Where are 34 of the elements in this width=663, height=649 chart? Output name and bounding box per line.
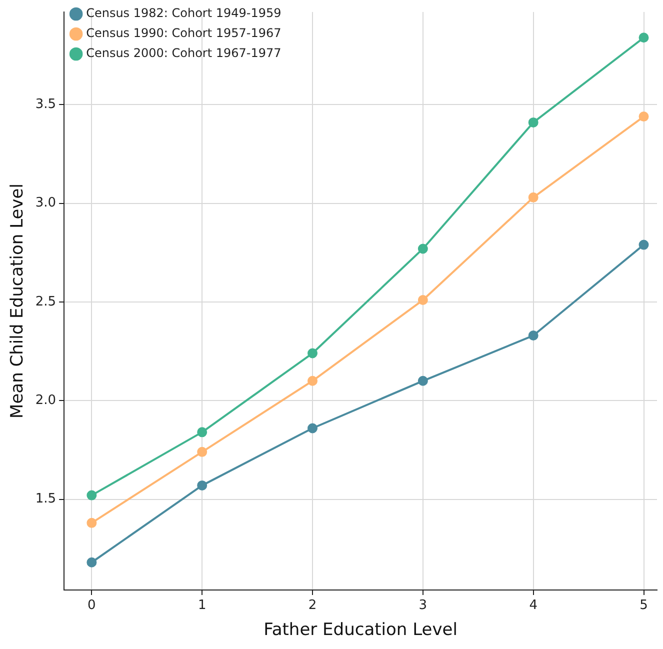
point — [418, 244, 428, 254]
point — [86, 490, 97, 500]
y-tick-label: 2.0 — [35, 392, 56, 408]
point — [308, 348, 318, 358]
point — [197, 427, 208, 438]
point — [308, 376, 318, 386]
point — [418, 376, 428, 386]
point — [528, 330, 538, 341]
point — [86, 557, 97, 568]
x-tick-label: 2 — [308, 598, 317, 614]
x-tick-label: 0 — [88, 598, 96, 614]
point — [638, 32, 649, 43]
x-tick-label: 4 — [529, 598, 538, 614]
point — [418, 295, 428, 306]
legend-label: Census 1990: Cohort 1957-1967 — [86, 26, 282, 40]
x-tick-label: 3 — [418, 598, 428, 614]
y-axis-title: Mean Child Education Level — [8, 184, 28, 418]
point — [528, 117, 538, 128]
x-axis-title: Father Education Level — [264, 620, 458, 640]
point — [86, 518, 97, 528]
y-tick-label: 3.5 — [35, 97, 56, 112]
legend-label: Census 1982: Cohort 1949-1959 — [86, 6, 282, 20]
point — [638, 112, 649, 122]
y-tick-label: 3.0 — [35, 196, 56, 211]
point — [638, 240, 649, 250]
y-tick-label: 1.5 — [35, 492, 56, 507]
legend-label: Census 2000: Cohort 1967-1977 — [86, 46, 282, 60]
y-tick-label: 2.5 — [35, 294, 56, 310]
point — [308, 423, 318, 434]
x-tick-label: 1 — [198, 598, 206, 614]
point — [528, 192, 538, 202]
x-tick-label: 5 — [640, 598, 648, 614]
point — [197, 446, 208, 457]
point — [197, 480, 208, 490]
